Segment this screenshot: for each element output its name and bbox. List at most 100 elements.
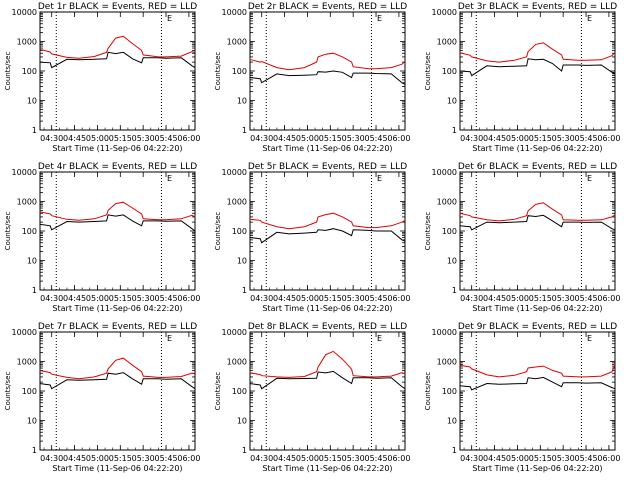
x-axis-label: Start Time (11-Sep-06 04:22:20) [262,304,392,313]
plot-frame [39,11,196,131]
x-tick-label: 04:45 [63,294,86,303]
x-tick-label: 05:30 [342,134,365,143]
x-axis-label: Start Time (11-Sep-06 04:22:20) [262,144,392,153]
x-tick-label: 04:30 [40,294,63,303]
y-tick-label: 10000 [432,168,457,177]
x-tick-label: 05:15 [529,454,552,463]
x-tick-label: 04:45 [273,454,296,463]
series-events-line [249,228,406,244]
e-marker-label: E [377,174,382,183]
y-tick-label: 100 [442,227,457,236]
y-tick-label: 10 [27,257,37,266]
panel-det-9r: Det 9r BLACK = Events, RED = LLD 1 10 100 10… [424,322,620,473]
y-tick-label: 100 [22,227,37,236]
y-tick-label: 1000 [227,198,247,207]
x-tick-label: 05:15 [109,134,132,143]
y-tick-label: 100 [232,227,247,236]
x-tick-label: 05:45 [365,454,388,463]
y-axis-label: Counts/sec [214,372,222,411]
x-axis-label: Start Time (11-Sep-06 04:22:20) [472,144,602,153]
x-tick-label: 06:00 [597,454,620,463]
x-tick-label: 05:00 [296,454,319,463]
y-axis-label: Counts/sec [424,212,432,251]
y-tick-label: 10000 [432,8,457,17]
e-marker-label: E [167,334,172,343]
series-events-line [39,214,196,232]
x-tick-label: 04:30 [40,134,63,143]
series-lld-line [249,212,406,230]
e-marker-label: E [167,174,172,183]
y-tick-label: 1 [452,126,457,135]
x-tick-label: 05:30 [342,454,365,463]
x-tick-label: 06:00 [177,134,200,143]
y-tick-label: 10000 [222,168,247,177]
x-tick-label: 05:30 [342,294,365,303]
x-tick-label: 06:00 [387,134,410,143]
y-tick-label: 10 [447,97,457,106]
x-tick-label: 06:00 [597,294,620,303]
y-tick-label: 1000 [17,38,37,47]
y-tick-label: 10 [237,257,247,266]
x-tick-label: 04:45 [63,454,86,463]
plot-frame [459,171,616,291]
x-tick-label: 05:00 [506,294,529,303]
x-tick-label: 05:15 [109,454,132,463]
x-tick-label: 05:00 [506,454,529,463]
series-lld-line [39,35,196,59]
x-axis-label: Start Time (11-Sep-06 04:22:20) [262,464,392,473]
panel-title: Det 3r BLACK = Events, RED = LLD [458,2,617,12]
series-lld-line [39,357,196,380]
panel-det-4r: Det 4r BLACK = Events, RED = LLD 1 10 100 10… [4,162,200,313]
y-tick-label: 1 [242,126,247,135]
y-tick-label: 10000 [12,8,37,17]
x-tick-label: 05:30 [132,454,155,463]
plot-frame [39,331,196,451]
y-tick-label: 1000 [17,198,37,207]
x-tick-label: 04:45 [483,294,506,303]
y-tick-label: 10 [27,97,37,106]
panel-title: Det 5r BLACK = Events, RED = LLD [248,162,407,172]
x-tick-label: 05:00 [506,134,529,143]
series-events-line [249,70,406,85]
series-lld-line [249,52,406,71]
x-axis-label: Start Time (11-Sep-06 04:22:20) [52,304,182,313]
x-tick-label: 04:30 [250,454,273,463]
series-lld-line [39,201,196,221]
x-tick-label: 05:30 [132,294,155,303]
y-tick-label: 1 [452,286,457,295]
y-axis-label: Counts/sec [214,52,222,91]
x-tick-label: 05:00 [86,294,109,303]
panel-det-6r: Det 6r BLACK = Events, RED = LLD 1 10 100 10… [424,162,620,313]
panel-det-3r: Det 3r BLACK = Events, RED = LLD 1 10 100 10… [424,2,620,153]
x-tick-label: 05:15 [319,454,342,463]
series-events-line [249,370,406,390]
y-axis-label: Counts/sec [4,372,12,411]
x-tick-label: 05:15 [529,294,552,303]
x-tick-label: 06:00 [177,454,200,463]
y-tick-label: 1000 [437,358,457,367]
e-marker-label: E [167,14,172,23]
series-events-line [39,51,196,69]
y-tick-label: 10 [447,257,457,266]
x-tick-label: 04:30 [250,294,273,303]
x-tick-label: 05:00 [86,454,109,463]
x-tick-label: 05:45 [155,454,178,463]
series-lld-line [459,364,616,378]
y-tick-label: 1 [452,446,457,455]
x-tick-label: 04:30 [250,134,273,143]
series-lld-line [459,42,616,63]
series-events-line [459,58,616,77]
y-axis-label: Counts/sec [214,212,222,251]
y-tick-label: 1 [32,126,37,135]
x-tick-label: 04:30 [460,454,483,463]
x-tick-label: 06:00 [177,294,200,303]
plot-frame [249,11,406,131]
x-axis-label: Start Time (11-Sep-06 04:22:20) [52,144,182,153]
y-tick-label: 10000 [432,328,457,337]
y-axis-label: Counts/sec [4,52,12,91]
x-tick-label: 05:45 [575,294,598,303]
e-marker-label: E [377,14,382,23]
x-tick-label: 05:45 [575,134,598,143]
y-tick-label: 100 [22,67,37,76]
